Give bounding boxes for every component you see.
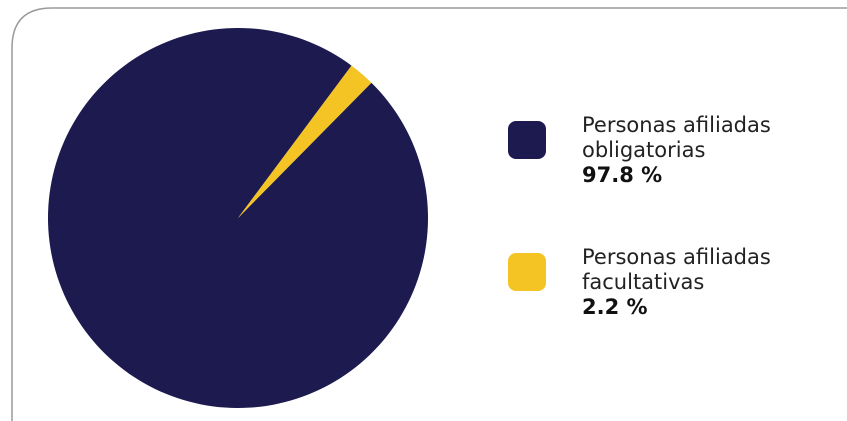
- legend-text: Personas afiliadas obligatorias 97.8 %: [582, 113, 832, 188]
- legend-swatch: [508, 121, 546, 159]
- pie-slice: [238, 65, 372, 218]
- legend-value: 97.8 %: [582, 163, 663, 187]
- legend-swatch: [508, 253, 546, 291]
- legend-label: Personas afiliadas facultativas: [582, 245, 771, 294]
- card-border: [11, 7, 847, 421]
- pie-slice: [48, 27, 429, 408]
- legend-text: Personas afiliadas facultativas 2.2 %: [582, 245, 832, 320]
- legend-label: Personas afiliadas obligatorias: [582, 113, 771, 162]
- legend-value: 2.2 %: [582, 295, 648, 319]
